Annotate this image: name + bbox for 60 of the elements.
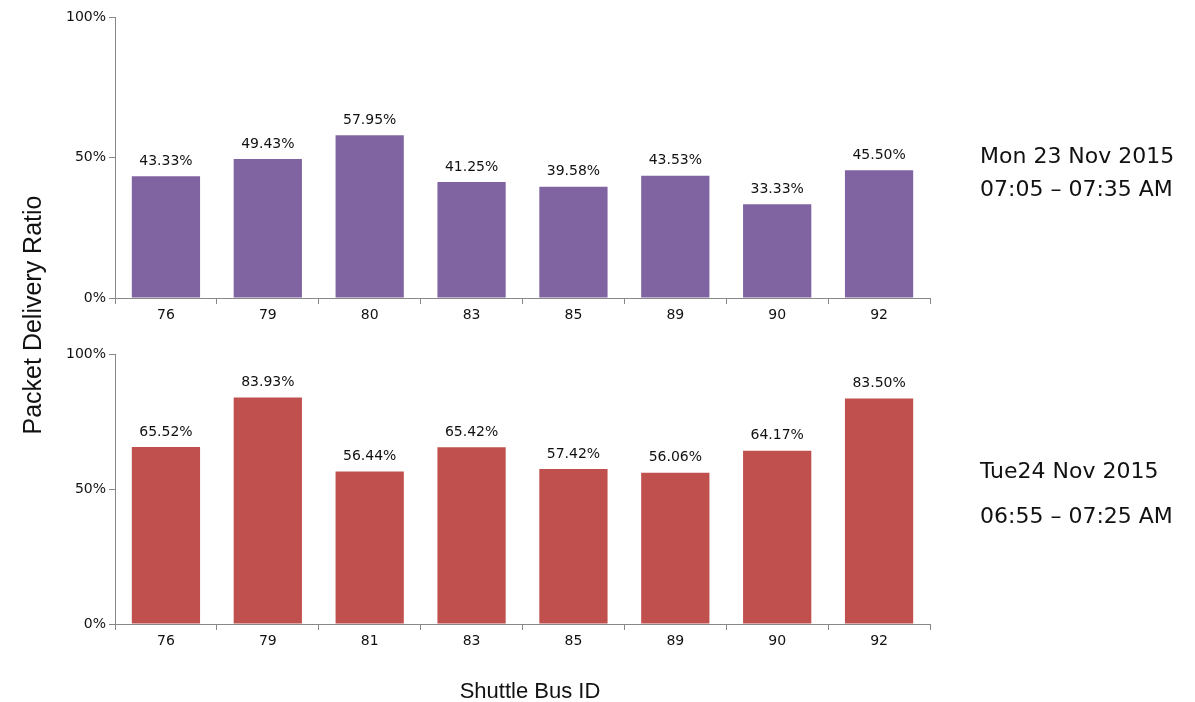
data-label: 65.52% <box>139 422 193 439</box>
data-label: 43.53% <box>648 151 703 168</box>
x-tick-label: 79 <box>258 632 277 649</box>
data-label: 43.33% <box>139 151 193 168</box>
y-tick-label: 100% <box>65 344 106 361</box>
data-label: 39.58% <box>546 162 601 179</box>
data-label: 56.06% <box>648 448 703 465</box>
bar <box>743 204 812 298</box>
y-tick-label: 0% <box>83 288 106 305</box>
data-label: 57.95% <box>342 110 397 127</box>
y-tick-label: 100% <box>65 7 106 24</box>
data-label: 56.44% <box>342 447 397 464</box>
bar <box>844 170 914 298</box>
y-tick-label: 50% <box>74 148 106 165</box>
x-tick-label: 89 <box>666 306 685 323</box>
x-tick-label: 83 <box>462 306 481 323</box>
y-tick-label: 50% <box>74 479 106 496</box>
x-tick-label: 89 <box>666 632 685 649</box>
text: Mon 23 Nov 2015 <box>980 143 1175 168</box>
x-tick-label: 85 <box>564 306 583 323</box>
x-tick-label: 80 <box>360 306 379 323</box>
data-label: 49.43% <box>241 134 295 151</box>
data-label: 64.17% <box>750 426 804 443</box>
x-tick-label: 83 <box>462 632 481 649</box>
bar <box>233 159 302 298</box>
x-tick-label: 92 <box>870 306 888 323</box>
data-label: 57.42% <box>546 444 601 461</box>
data-label: 65.42% <box>444 423 499 440</box>
text: Tue24 Nov 2015 <box>980 458 1159 483</box>
data-label: 83.93% <box>241 373 295 390</box>
bar <box>233 397 302 624</box>
text: 07:05 – 07:35 AM <box>980 176 1173 201</box>
x-tick-label: 81 <box>360 632 379 649</box>
y-axis-title: Packet Delivery Ratio <box>17 195 47 435</box>
x-tick-label: 79 <box>258 306 277 323</box>
bar <box>437 447 506 624</box>
data-label: 33.33% <box>750 179 804 196</box>
data-label: 83.50% <box>852 374 906 391</box>
bar <box>335 471 404 624</box>
x-tick-label: 90 <box>768 306 787 323</box>
bar <box>131 176 201 298</box>
bar <box>641 175 710 298</box>
x-tick-label: 76 <box>157 632 175 649</box>
bar <box>539 186 608 298</box>
bar <box>335 135 404 298</box>
bar <box>641 472 710 624</box>
x-tick-label: 85 <box>564 632 583 649</box>
bar <box>844 398 914 624</box>
data-label: 45.50% <box>852 145 906 162</box>
bar <box>539 468 608 624</box>
text: 06:55 – 07:25 AM <box>980 503 1173 528</box>
y-tick-label: 0% <box>83 614 106 631</box>
bar <box>437 182 506 298</box>
data-label: 41.25% <box>444 157 499 174</box>
bar <box>131 447 201 624</box>
x-axis-title: Shuttle Bus ID <box>459 678 601 702</box>
x-tick-label: 92 <box>870 632 888 649</box>
x-tick-label: 90 <box>768 632 787 649</box>
x-tick-label: 76 <box>157 306 175 323</box>
bar <box>743 450 812 624</box>
